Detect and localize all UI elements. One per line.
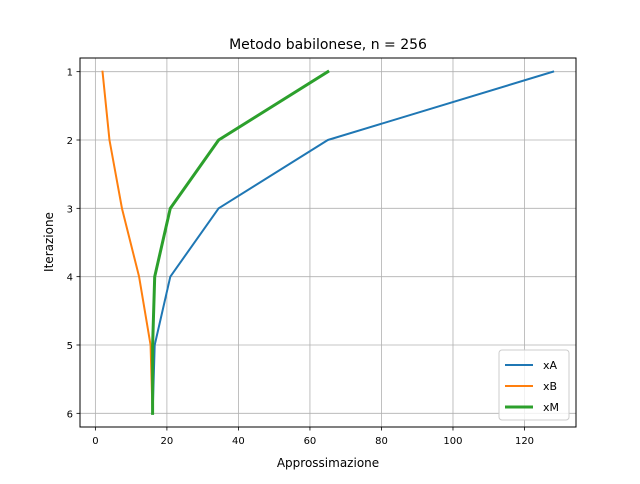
- x-tick-label: 20: [161, 436, 174, 447]
- series-lines: [101, 69, 555, 415]
- y-axis-label: Iterazione: [42, 212, 56, 272]
- x-tick-label: 60: [304, 436, 317, 447]
- y-tick-label: 6: [67, 409, 73, 420]
- y-tick-label: 3: [67, 204, 73, 215]
- x-tick-label: 40: [232, 436, 245, 447]
- legend-box: [498, 349, 570, 421]
- ticks: 0 20 40 60 80 100 120 1 2 3 4 5 6: [67, 68, 534, 447]
- series-line-xM: [151, 69, 330, 415]
- legend-label: xM: [543, 401, 559, 414]
- legend: xA xB xM: [498, 349, 570, 421]
- legend-label: xB: [543, 380, 557, 393]
- legend-label: xA: [543, 359, 558, 372]
- x-tick-label: 0: [92, 436, 98, 447]
- grid: [80, 58, 576, 427]
- axes-frame: [79, 57, 577, 428]
- series-line-xB: [101, 70, 154, 415]
- y-tick-label: 5: [67, 341, 73, 352]
- series-line-xA: [151, 70, 555, 415]
- x-tick-label: 120: [515, 436, 534, 447]
- x-tick-label: 80: [375, 436, 388, 447]
- x-tick-label: 100: [443, 436, 462, 447]
- y-tick-label: 4: [67, 273, 73, 284]
- y-tick-label: 2: [67, 136, 73, 147]
- y-tick-label: 1: [67, 68, 73, 79]
- chart-title: Metodo babilonese, n = 256: [229, 37, 427, 53]
- x-axis-label: Approssimazione: [277, 456, 379, 470]
